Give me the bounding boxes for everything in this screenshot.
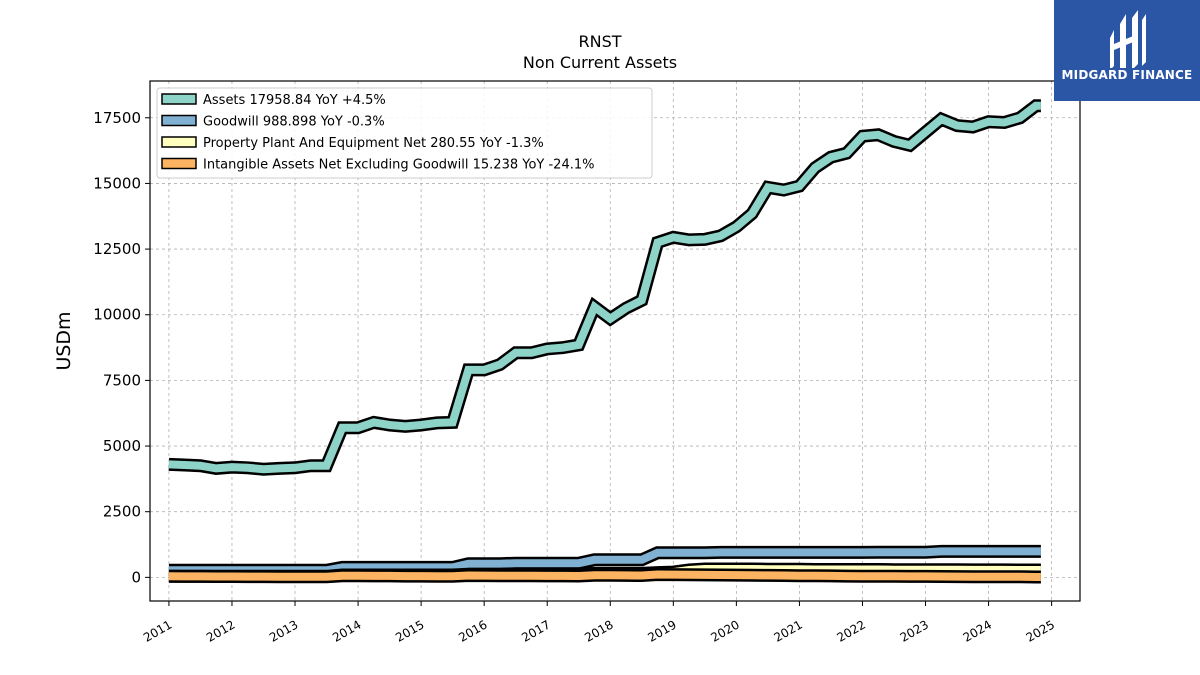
series-line bbox=[168, 570, 1041, 581]
x-tick-label: 2022 bbox=[835, 617, 868, 644]
y-tick-label: 5000 bbox=[103, 437, 141, 455]
chart-subtitle: Non Current Assets bbox=[522, 53, 678, 72]
x-tick-label: 2015 bbox=[393, 617, 426, 644]
legend-box bbox=[156, 87, 653, 179]
x-tick-label: 2018 bbox=[582, 617, 615, 644]
x-tick-label: 2025 bbox=[1024, 617, 1057, 644]
legend-swatch bbox=[161, 114, 197, 127]
x-tick-label: 2021 bbox=[771, 617, 804, 644]
x-tick-label: 2016 bbox=[456, 617, 489, 644]
x-tick-label: 2017 bbox=[519, 617, 552, 644]
legend-label: Property Plant And Equipment Net 280.55 … bbox=[203, 136, 544, 151]
legend-swatch bbox=[161, 136, 197, 148]
y-tick-label: 17500 bbox=[93, 109, 141, 127]
series-layer bbox=[168, 99, 1041, 584]
legend-swatch bbox=[161, 157, 197, 170]
x-tick-label: 2024 bbox=[961, 617, 994, 644]
y-tick-label: 15000 bbox=[93, 174, 141, 192]
legend: Assets 17958.84 YoY +4.5% Goodwill 988.89… bbox=[156, 87, 653, 179]
brand-logo: MIDGARD FINANCE bbox=[1054, 0, 1200, 101]
y-tick-label: 2500 bbox=[103, 503, 141, 521]
plot-frame bbox=[149, 80, 1081, 602]
series-line bbox=[168, 101, 1041, 474]
legend-label: Assets 17958.84 YoY +4.5% bbox=[203, 93, 386, 108]
y-tick-label: 7500 bbox=[103, 371, 141, 389]
x-tick-label: 2023 bbox=[898, 617, 931, 644]
logo-text: MIDGARD FINANCE bbox=[1061, 68, 1193, 82]
x-tick-label: 2013 bbox=[267, 617, 300, 644]
legend-swatch bbox=[161, 93, 197, 105]
x-tick-label: 2012 bbox=[204, 617, 237, 644]
logo-mark-icon bbox=[1110, 10, 1146, 68]
y-tick-label: 0 bbox=[131, 568, 141, 586]
y-axis-label: USDm bbox=[53, 311, 75, 370]
x-tick-label: 2014 bbox=[330, 617, 363, 644]
legend-label: Intangible Assets Net Excluding Goodwill… bbox=[203, 158, 594, 173]
x-tick-label: 2019 bbox=[645, 617, 678, 644]
y-tick-label: 12500 bbox=[93, 240, 141, 258]
x-tick-label: 2020 bbox=[708, 617, 741, 644]
chart-title: RNST bbox=[578, 32, 622, 51]
legend-label: Goodwill 988.898 YoY -0.3% bbox=[203, 115, 385, 130]
axes: 0 2500 5000 7500 10000 12500 15000 17500 2011 201… bbox=[93, 109, 1057, 645]
y-tick-label: 10000 bbox=[93, 306, 141, 324]
x-tick-label: 2011 bbox=[141, 617, 174, 644]
